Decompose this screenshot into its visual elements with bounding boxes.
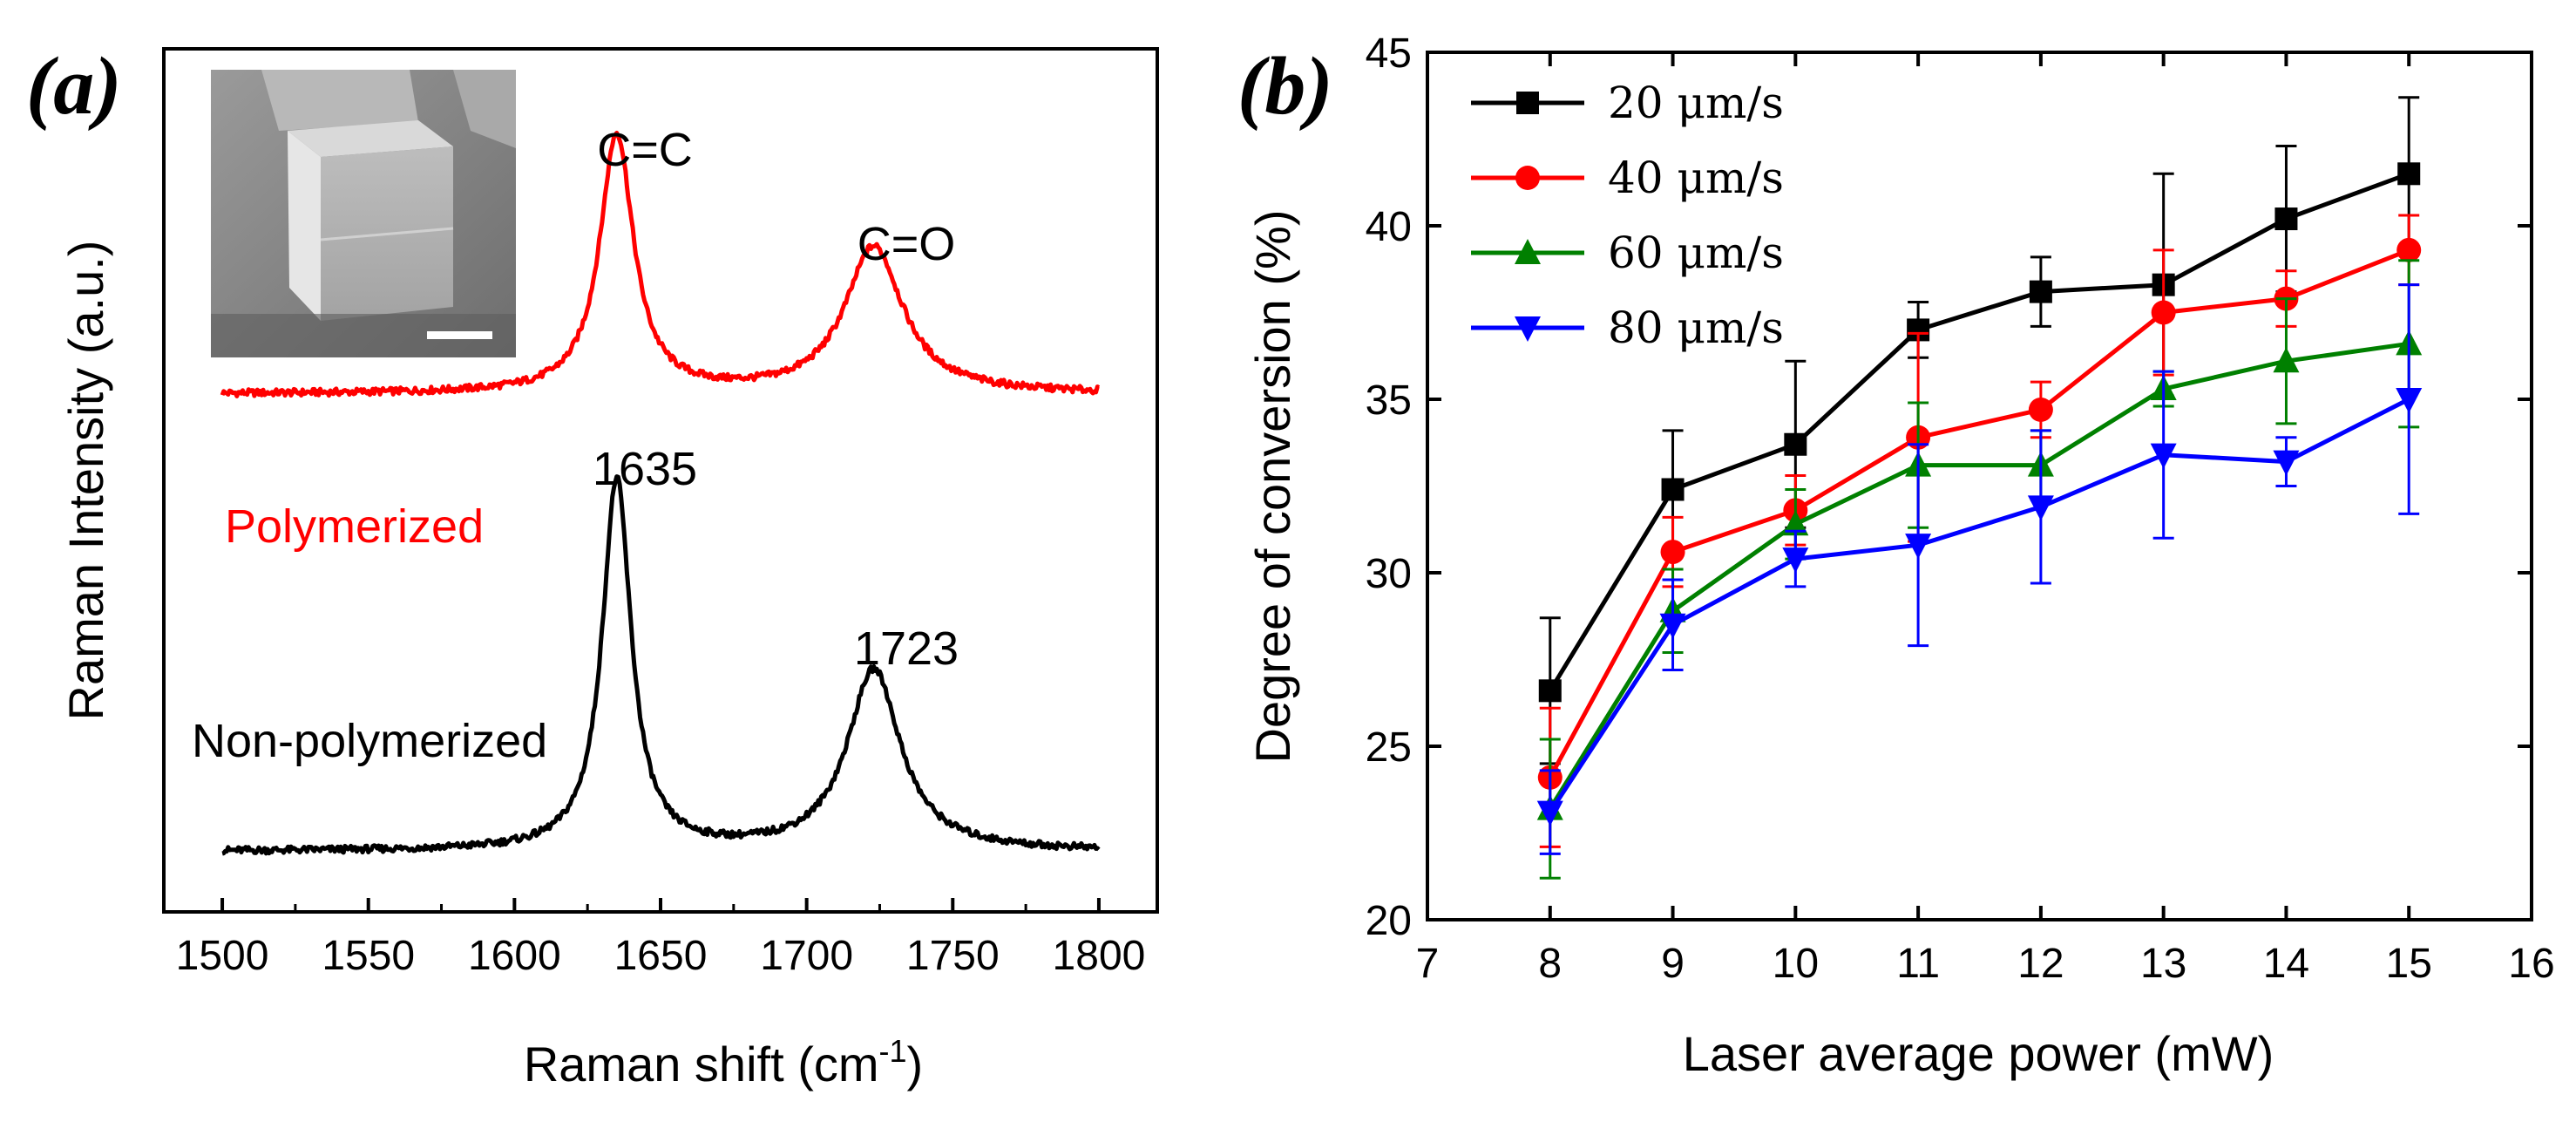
panel-b-y-tick-label: 35 xyxy=(1366,377,1412,424)
sem-cube-top-face xyxy=(288,120,453,157)
data-point xyxy=(1782,510,1809,536)
panel-b-y-tick-label: 30 xyxy=(1366,551,1412,597)
sem-inset xyxy=(211,70,516,357)
panel-a-x-tick-label: 1550 xyxy=(322,933,415,979)
peak-1635-label: 1635 xyxy=(593,443,697,495)
data-point xyxy=(1661,478,1685,501)
panel-b-x-tick-label: 10 xyxy=(1773,941,1819,987)
data-point xyxy=(1660,540,1685,565)
peak-1723-label: 1723 xyxy=(854,622,959,675)
sem-background-cube-right xyxy=(453,70,516,148)
panel-a-x-tick-label: 1700 xyxy=(760,933,853,979)
data-point xyxy=(1536,800,1563,826)
non-polymerized-label: Non-polymerized xyxy=(192,715,547,767)
panel-b-x-tick-label: 8 xyxy=(1538,941,1562,987)
panel-a-x-axis-label: Raman shift (cm-1) xyxy=(524,1033,923,1091)
panel-b-y-tick-label: 20 xyxy=(1366,898,1412,944)
panel-b-legend: 20 μm/s 40 μm/s 60 μm/s 80 μm/s xyxy=(1471,78,1784,353)
data-point xyxy=(2397,162,2421,186)
legend-marker xyxy=(1515,316,1541,342)
panel-a: (a) 1500 1550 1600 1650 1700 1750 1800 xyxy=(26,41,1159,1091)
polymerized-spectrum-line xyxy=(220,130,1101,398)
data-point xyxy=(2029,280,2052,303)
co-bond-label: C=O xyxy=(858,218,956,270)
data-point xyxy=(2028,397,2053,422)
panel-b-y-axis-label: Degree of conversion (%) xyxy=(1245,210,1300,764)
panel-b-y-tick-label: 25 xyxy=(1366,724,1412,771)
panel-b-x-axis-label: Laser average power (mW) xyxy=(1683,1026,2274,1081)
data-point xyxy=(2027,495,2054,521)
panel-a-x-ticks: 1500 1550 1600 1650 1700 1750 1800 xyxy=(176,898,1146,979)
panel-b-series xyxy=(1536,96,2423,880)
panel-b-x-tick-label: 13 xyxy=(2140,941,2186,987)
data-point xyxy=(2396,237,2422,262)
data-point xyxy=(1659,613,1686,639)
panel-b-axes-frame xyxy=(1426,51,2533,921)
panel-b-x-tick-label: 12 xyxy=(2017,941,2064,987)
sem-cube-layer-line xyxy=(320,227,454,241)
data-point xyxy=(2274,207,2298,231)
panel-a-x-tick-label: 1600 xyxy=(468,933,561,979)
panel-a-x-tick-label: 1750 xyxy=(906,933,1000,979)
legend-marker xyxy=(1515,166,1540,190)
panel-b-x-tick-label: 15 xyxy=(2386,941,2432,987)
panel-b-x-tick-label: 7 xyxy=(1416,941,1440,987)
data-point xyxy=(2273,347,2300,373)
panel-a-x-tick-label: 1800 xyxy=(1053,933,1146,979)
data-point xyxy=(2150,443,2177,469)
panel-b-x-ticks: 7 8 9 10 11 12 13 14 15 16 xyxy=(1416,52,2555,987)
legend-marker xyxy=(1515,239,1541,264)
series-line xyxy=(1548,171,2410,692)
data-point xyxy=(2273,450,2300,476)
series-line xyxy=(1548,341,2410,810)
legend-marker xyxy=(1516,92,1539,114)
panel-a-y-axis-label: Raman Intensity (a.u.) xyxy=(58,241,113,721)
panel-a-label: (a) xyxy=(26,41,122,132)
sem-background-cube xyxy=(261,70,418,131)
panel-b-x-tick-label: 9 xyxy=(1661,941,1685,987)
sem-scale-bar xyxy=(427,331,492,339)
panel-b-x-tick-label: 16 xyxy=(2508,941,2554,987)
data-point xyxy=(2151,300,2176,325)
panel-b-y-ticks: 20 25 30 35 40 45 xyxy=(1366,31,2532,944)
sem-cube-side-face xyxy=(288,131,321,321)
panel-a-x-tick-label: 1650 xyxy=(614,933,708,979)
legend-label: 60 μm/s xyxy=(1608,228,1784,278)
series-triangle-down xyxy=(1536,283,2423,855)
panel-b-x-tick-label: 11 xyxy=(1896,941,1940,987)
legend-label: 20 μm/s xyxy=(1608,78,1784,128)
series-line xyxy=(1548,397,2410,813)
data-point xyxy=(1538,679,1562,703)
legend-label: 80 μm/s xyxy=(1608,303,1784,353)
legend-label: 40 μm/s xyxy=(1608,153,1784,203)
panel-a-x-tick-label: 1500 xyxy=(176,933,269,979)
panel-b-x-tick-label: 14 xyxy=(2263,941,2309,987)
non-polymerized-spectrum-line xyxy=(221,474,1101,856)
data-point xyxy=(2396,388,2423,413)
polymerized-label: Polymerized xyxy=(225,500,484,553)
panel-b-y-tick-label: 45 xyxy=(1366,31,1412,77)
panel-b: (b) 7 8 9 10 11 12 13 14 15 16 20 25 30 35 40 45 20 μm… xyxy=(1237,31,2555,1081)
data-point xyxy=(1905,534,1932,560)
panel-a-spectra xyxy=(220,130,1101,856)
data-point xyxy=(1782,547,1809,574)
panel-b-y-tick-label: 40 xyxy=(1366,204,1412,250)
series-line xyxy=(1548,248,2410,779)
panel-b-label: (b) xyxy=(1237,41,1333,132)
data-point xyxy=(1784,432,1807,456)
cc-bond-label: C=C xyxy=(597,124,693,176)
